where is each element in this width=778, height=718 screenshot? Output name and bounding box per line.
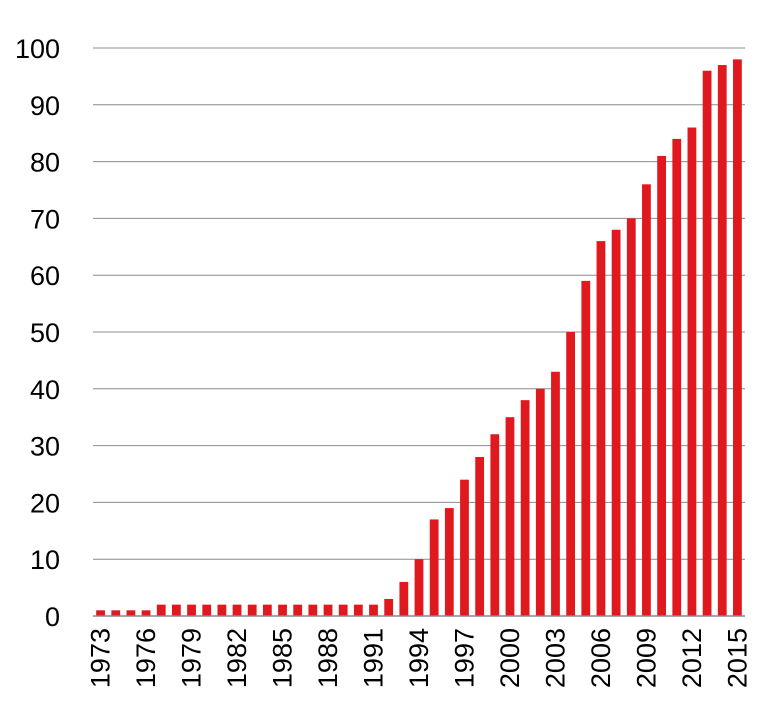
bar-2013 <box>702 70 712 617</box>
bar-2010 <box>657 155 666 617</box>
x-tick-label: 1991 <box>359 628 389 688</box>
bar-1983 <box>247 604 257 616</box>
x-tick-label: 1985 <box>268 628 298 688</box>
bar-1977 <box>156 604 166 616</box>
bar-1975 <box>126 610 136 616</box>
bar-1990 <box>353 604 363 616</box>
y-tick-label: 0 <box>45 602 60 632</box>
y-tick-label: 90 <box>30 91 60 121</box>
x-tick-label: 1979 <box>177 628 207 688</box>
bar-1987 <box>308 604 318 616</box>
bar-1985 <box>278 604 287 616</box>
x-tick-label: 2012 <box>677 628 707 688</box>
bar-1976 <box>141 610 151 616</box>
x-tick-label: 1994 <box>404 628 434 688</box>
bar-1996 <box>444 508 454 616</box>
bar-2009 <box>642 184 651 616</box>
bar-1979 <box>187 604 196 616</box>
y-tick-label: 30 <box>30 432 60 462</box>
bar-1984 <box>262 604 272 616</box>
y-tick-label: 60 <box>30 261 60 291</box>
bar-2008 <box>626 218 636 616</box>
x-tick-label: 1982 <box>222 628 252 688</box>
x-tick-label: 1976 <box>131 628 161 688</box>
bar-1978 <box>172 604 181 616</box>
y-tick-label: 100 <box>15 34 60 64</box>
bar-1986 <box>293 604 303 616</box>
x-tick-label: 2009 <box>631 628 661 688</box>
bar-1992 <box>384 598 394 616</box>
y-axis-ticks: 0 10 20 30 40 50 60 70 80 90 100 <box>15 34 60 632</box>
bar-1995 <box>429 519 439 616</box>
y-tick-label: 50 <box>30 318 60 348</box>
x-tick-label: 1973 <box>86 628 116 688</box>
x-tick-label: 2003 <box>540 628 570 688</box>
x-axis-ticks: 1973 1976 1979 1982 1985 1988 1991 1994 1997 2000… <box>86 628 753 688</box>
bar-2012 <box>687 127 697 617</box>
x-tick-label: 1988 <box>313 628 343 688</box>
bar-1993 <box>399 581 409 616</box>
bar-1980 <box>202 604 212 616</box>
bar-1981 <box>217 604 227 616</box>
bar-1994 <box>414 559 424 616</box>
bar-1997 <box>460 479 469 616</box>
bar-2007 <box>611 229 621 616</box>
bar-2004 <box>566 332 576 616</box>
bar-2002 <box>535 388 545 616</box>
gridlines <box>93 47 745 560</box>
x-tick-label: 1997 <box>449 628 479 688</box>
bar-1998 <box>475 456 485 616</box>
bar-2014 <box>717 65 727 617</box>
y-tick-label: 10 <box>30 545 60 575</box>
bar-2011 <box>672 138 682 616</box>
bar-2000 <box>505 417 515 616</box>
x-tick-label: 2006 <box>586 628 616 688</box>
bar-2006 <box>596 241 606 616</box>
y-tick-label: 20 <box>30 488 60 518</box>
bar-2001 <box>520 400 530 616</box>
x-tick-label: 2015 <box>722 628 752 688</box>
bar-1999 <box>490 434 500 616</box>
bar-2005 <box>581 280 591 616</box>
bar-1988 <box>323 604 333 616</box>
bar-1989 <box>338 604 348 616</box>
bar-series <box>96 59 742 617</box>
x-tick-label: 2000 <box>495 628 525 688</box>
bar-1973 <box>96 610 105 616</box>
bar-1991 <box>369 604 378 616</box>
y-tick-label: 70 <box>30 204 60 234</box>
bar-2003 <box>551 371 560 616</box>
bar-2015 <box>733 59 742 617</box>
y-tick-label: 40 <box>30 375 60 405</box>
bar-1982 <box>232 604 242 616</box>
bar-1974 <box>111 610 121 616</box>
y-tick-label: 80 <box>30 148 60 178</box>
